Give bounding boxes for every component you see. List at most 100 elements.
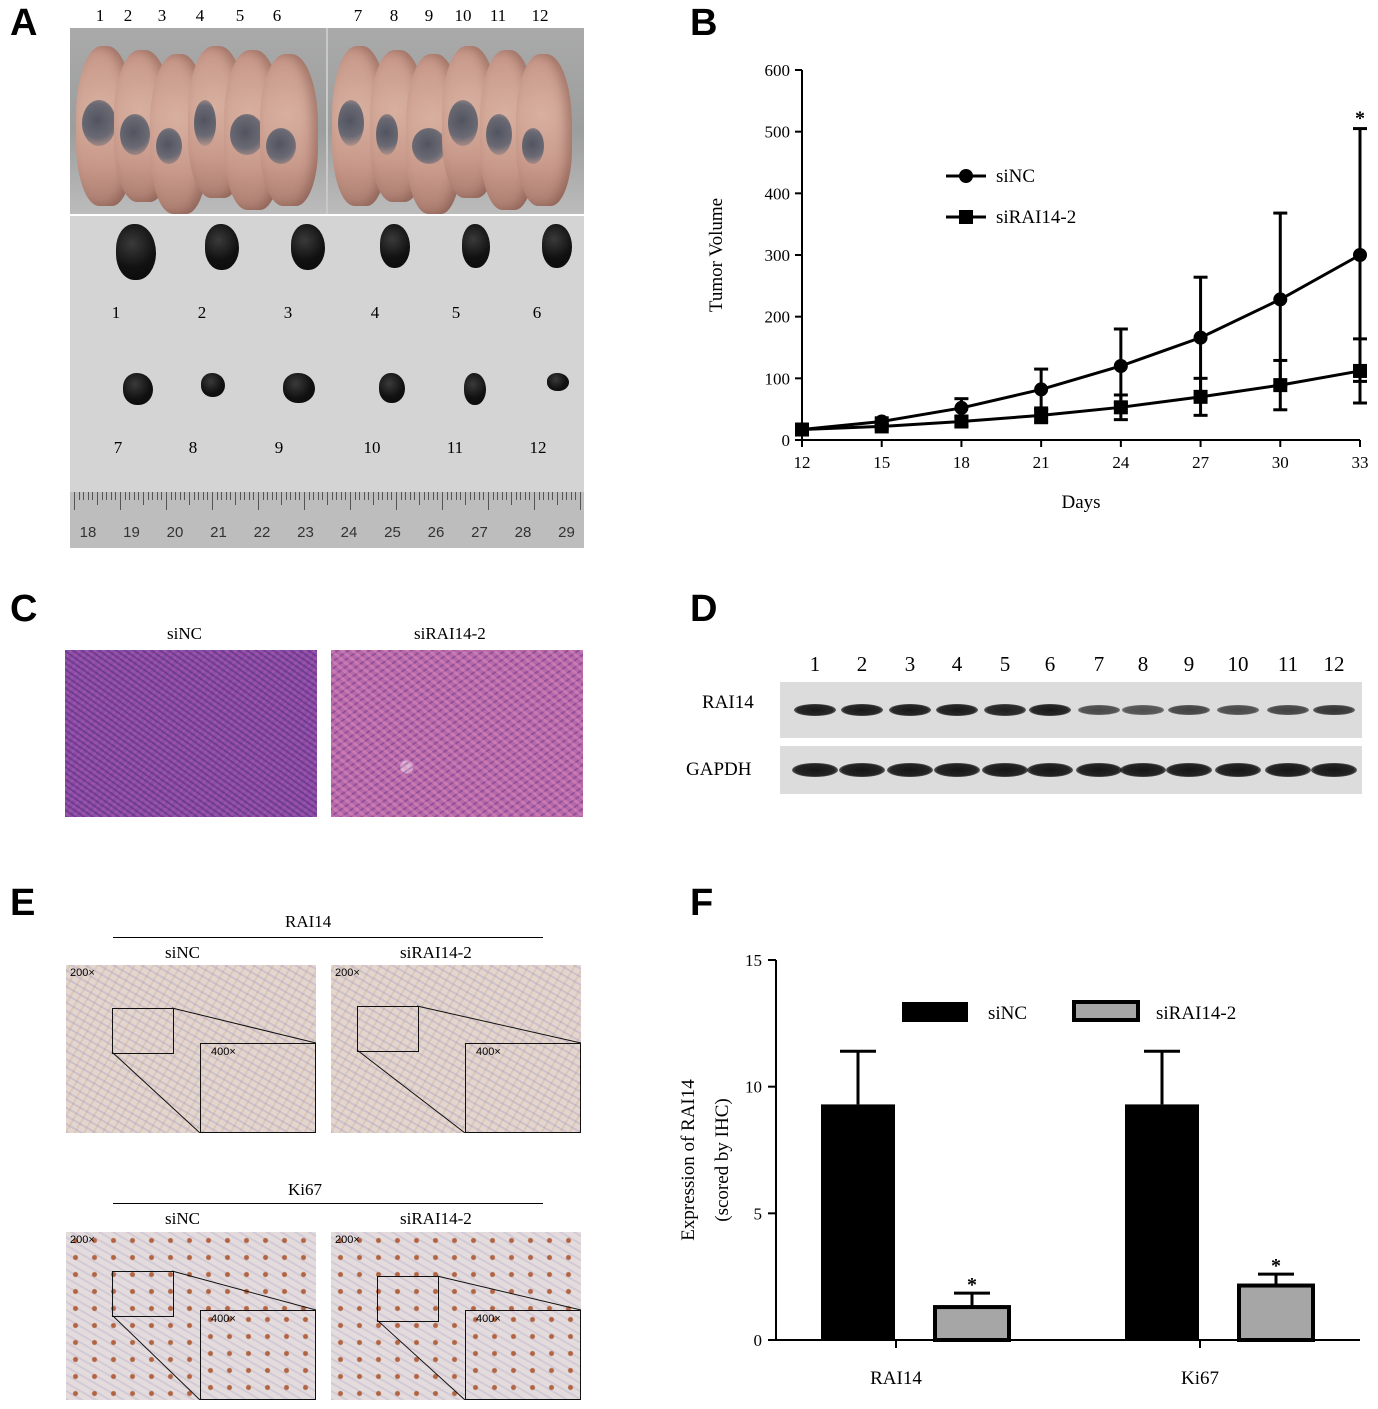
mag-label-low: 200× bbox=[335, 967, 360, 979]
ruler-tick-mark bbox=[202, 492, 204, 500]
ruler-tick-mark bbox=[570, 492, 572, 500]
zoom-connector-bottom bbox=[111, 1051, 201, 1133]
ruler-tick-mark bbox=[74, 492, 75, 510]
data-point-circle bbox=[1353, 248, 1367, 262]
legend-marker-sinc bbox=[959, 169, 973, 183]
lane-number: 6 bbox=[1044, 652, 1056, 676]
y-axis-label-2: (scored by IHC) bbox=[712, 1098, 733, 1221]
data-point-square bbox=[1353, 363, 1367, 378]
zoom-connector-lines bbox=[111, 1007, 316, 1133]
ruler-tick-mark bbox=[377, 492, 379, 500]
x-tick-label: 24 bbox=[1112, 453, 1130, 472]
tumor-specimen bbox=[547, 373, 569, 391]
rai14-band bbox=[1313, 704, 1355, 716]
ruler-tick-mark bbox=[239, 492, 241, 500]
tumor-number: 12 bbox=[529, 438, 547, 457]
ruler-tick-mark bbox=[391, 492, 393, 500]
ruler-tick-mark bbox=[143, 492, 144, 505]
rai14-band bbox=[936, 703, 978, 717]
ruler-tick-mark bbox=[543, 492, 545, 500]
gapdh-band bbox=[934, 763, 980, 777]
he-image-sirai14 bbox=[331, 650, 583, 817]
gapdh-band bbox=[1027, 763, 1073, 777]
zoom-connector-bottom bbox=[356, 1049, 466, 1133]
tumor-specimen bbox=[542, 224, 572, 268]
tumor-number: 4 bbox=[370, 303, 380, 322]
ihc-col-sinc-bottom: siNC bbox=[165, 1209, 200, 1228]
ruler-tick-mark bbox=[189, 492, 190, 505]
ruler-tick-mark bbox=[566, 492, 568, 500]
ruler-tick-mark bbox=[506, 492, 508, 500]
x-tick-label: 18 bbox=[953, 453, 970, 472]
zoom-connector-top bbox=[416, 1005, 581, 1044]
mag-label-high: 400× bbox=[211, 1313, 236, 1325]
zoom-connector-lines bbox=[356, 1005, 581, 1133]
x-tick-label: 21 bbox=[1033, 453, 1050, 472]
mouse-number: 11 bbox=[489, 6, 507, 25]
mouse-number: 9 bbox=[424, 6, 434, 25]
ihc-ki67-sirai14: 200× 400× bbox=[331, 1232, 581, 1400]
ruler-tick-mark bbox=[313, 492, 315, 500]
ruler-tick-mark bbox=[317, 492, 319, 500]
ruler-tick-mark bbox=[156, 492, 158, 500]
rai14-band bbox=[889, 703, 931, 717]
lane-number: 12 bbox=[1323, 652, 1345, 676]
ruler-tick-mark bbox=[557, 492, 558, 505]
ruler-tick-mark bbox=[124, 492, 126, 500]
mouse-number: 6 bbox=[272, 6, 282, 25]
mouse-tumor bbox=[412, 128, 446, 164]
tumor-number: 2 bbox=[197, 303, 207, 322]
legend-marker-sirai14 bbox=[959, 210, 973, 224]
legend-swatch-sinc bbox=[902, 1002, 968, 1022]
zoom-connector-top bbox=[171, 1270, 316, 1311]
ruler-tick-mark bbox=[170, 492, 172, 500]
y-axis-label: Tumor Volume bbox=[706, 198, 727, 312]
data-point-circle bbox=[954, 400, 969, 415]
ruler: 18 19 20 21 22 23 24 25 26 27 28 29 bbox=[70, 492, 584, 548]
ruler-tick-mark bbox=[161, 492, 163, 500]
tumor-number: 11 bbox=[446, 438, 464, 457]
rai14-band bbox=[1217, 705, 1259, 715]
y-tick-label: 100 bbox=[765, 369, 791, 388]
ruler-tick-mark bbox=[451, 492, 453, 500]
ruler-tick-mark bbox=[248, 492, 250, 500]
y-tick-label: 0 bbox=[754, 1331, 763, 1350]
zoom-region-box bbox=[377, 1276, 439, 1322]
ruler-tick-label: 27 bbox=[471, 524, 488, 541]
zoom-connector-bottom bbox=[111, 1314, 201, 1400]
ruler-tick-mark bbox=[106, 492, 108, 500]
x-tick-label: Ki67 bbox=[1181, 1368, 1219, 1389]
tumor-specimen bbox=[379, 373, 405, 403]
lane-number: 10 bbox=[1227, 652, 1249, 676]
zoom-connector-lines bbox=[111, 1270, 316, 1400]
ruler-tick-mark bbox=[428, 492, 430, 500]
data-point-square bbox=[1113, 400, 1128, 415]
ruler-tick-mark bbox=[327, 492, 328, 505]
bar-sinc bbox=[1125, 1104, 1199, 1340]
ruler-tick-mark bbox=[281, 492, 282, 505]
ruler-tick-mark bbox=[419, 492, 420, 505]
ruler-tick-mark bbox=[382, 492, 384, 500]
ruler-tick-label: 24 bbox=[340, 524, 358, 541]
mouse-number: 2 bbox=[123, 6, 133, 25]
ruler-tick-mark bbox=[175, 492, 177, 500]
lane-number: 5 bbox=[999, 652, 1011, 676]
significance-marker: * bbox=[1271, 1255, 1281, 1277]
rai14-band bbox=[794, 703, 836, 717]
zoom-connector-top bbox=[436, 1275, 581, 1311]
rai14-band bbox=[1029, 703, 1071, 717]
gapdh-band bbox=[1076, 763, 1122, 777]
mouse-number: 3 bbox=[157, 6, 167, 25]
tumor-photo: 1 2 3 4 5 6 7 8 9 10 11 12 18 19 20 21 22 23 24 25 26 27 28 29 bbox=[70, 216, 584, 548]
ruler-tick-mark bbox=[524, 492, 526, 500]
y-tick-label: 200 bbox=[765, 308, 791, 327]
ruler-tick-mark bbox=[478, 492, 480, 500]
bar-sinc bbox=[821, 1104, 895, 1340]
zoom-connector-lines bbox=[376, 1275, 581, 1400]
legend-label-sirai14: siRAI14-2 bbox=[996, 207, 1076, 228]
ruler-tick-label: 18 bbox=[79, 524, 97, 541]
mouse-number: 10 bbox=[454, 6, 472, 25]
ruler-tick-mark bbox=[488, 492, 489, 510]
mag-label-low: 200× bbox=[335, 1234, 360, 1246]
tumor-specimen bbox=[462, 224, 490, 268]
